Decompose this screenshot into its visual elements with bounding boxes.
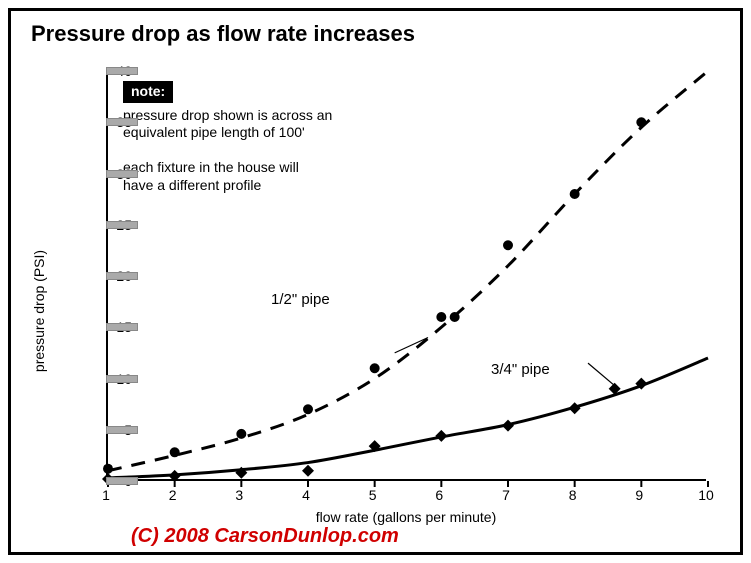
y-tick-block [106, 375, 138, 383]
x-tick-label: 2 [169, 487, 177, 503]
series-three-quarter-line [108, 358, 708, 478]
copyright-text: (C) 2008 CarsonDunlop.com [131, 525, 399, 548]
x-tick-label: 1 [102, 487, 110, 503]
x-tick-label: 10 [698, 487, 714, 503]
y-tick-block [106, 477, 138, 485]
x-axis-label: flow rate (gallons per minute) [316, 509, 497, 525]
y-tick-block [106, 118, 138, 126]
series-three-quarter-marker [502, 420, 514, 432]
series-half-marker [450, 312, 460, 322]
series-three-quarter-marker [169, 470, 181, 482]
series-half-marker [103, 464, 113, 474]
y-tick-block [106, 272, 138, 280]
series-half-marker [570, 189, 580, 199]
series-three-quarter-marker [435, 430, 447, 442]
x-tick-label: 6 [435, 487, 443, 503]
y-tick-block [106, 221, 138, 229]
series-half-marker [236, 429, 246, 439]
y-tick-block [106, 170, 138, 178]
y-axis-label: pressure drop (PSI) [31, 250, 47, 372]
series-half-marker [436, 312, 446, 322]
note-tag: note: [123, 81, 173, 103]
chart-frame: Pressure drop as flow rate increases pre… [8, 8, 743, 555]
series-half-marker [370, 363, 380, 373]
series-three-quarter-marker [569, 402, 581, 414]
series-half-marker [303, 404, 313, 414]
note-line-2: each fixture in the house will have a di… [123, 159, 299, 193]
note-line-1: pressure drop shown is across an equival… [123, 107, 332, 141]
x-tick-label: 5 [369, 487, 377, 503]
x-tick-label: 7 [502, 487, 510, 503]
series-three-quarter-marker [302, 465, 314, 477]
chart-title: Pressure drop as flow rate increases [31, 21, 415, 47]
leader-three-quarter [588, 363, 615, 386]
series-label-half-inch: 1/2" pipe [271, 291, 330, 308]
note-box: note: pressure drop shown is across an e… [123, 81, 333, 194]
y-tick-block [106, 323, 138, 331]
x-tick-label: 3 [235, 487, 243, 503]
series-half-marker [170, 447, 180, 457]
y-tick-block [106, 426, 138, 434]
series-label-three-quarter-inch: 3/4" pipe [491, 361, 550, 378]
series-half-marker [503, 240, 513, 250]
x-tick-label: 4 [302, 487, 310, 503]
x-tick-label: 8 [569, 487, 577, 503]
y-tick-block [106, 67, 138, 75]
leader-half [395, 338, 428, 353]
x-tick-label: 9 [635, 487, 643, 503]
series-half-marker [636, 117, 646, 127]
